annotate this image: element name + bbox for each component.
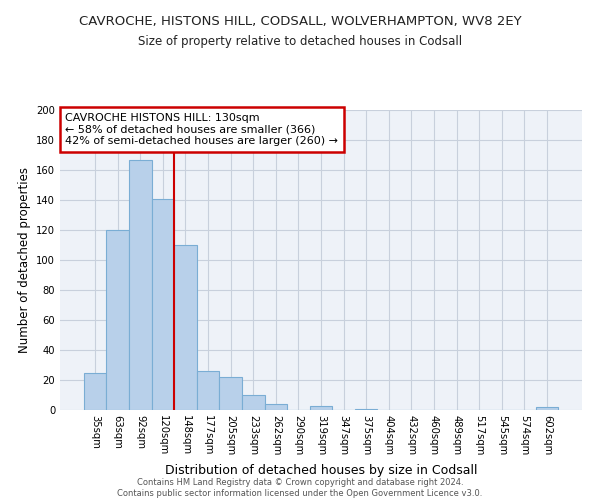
Bar: [106, 230, 129, 410]
Bar: [84, 372, 106, 410]
Bar: [197, 371, 220, 410]
Text: CAVROCHE HISTONS HILL: 130sqm
← 58% of detached houses are smaller (366)
42% of : CAVROCHE HISTONS HILL: 130sqm ← 58% of d…: [65, 113, 338, 146]
Bar: [310, 406, 332, 410]
Bar: [220, 377, 242, 410]
Text: CAVROCHE, HISTONS HILL, CODSALL, WOLVERHAMPTON, WV8 2EY: CAVROCHE, HISTONS HILL, CODSALL, WOLVERH…: [79, 15, 521, 28]
Bar: [355, 408, 377, 410]
X-axis label: Distribution of detached houses by size in Codsall: Distribution of detached houses by size …: [165, 464, 477, 476]
Text: Contains HM Land Registry data © Crown copyright and database right 2024.
Contai: Contains HM Land Registry data © Crown c…: [118, 478, 482, 498]
Bar: [129, 160, 152, 410]
Text: Size of property relative to detached houses in Codsall: Size of property relative to detached ho…: [138, 35, 462, 48]
Bar: [152, 198, 174, 410]
Bar: [242, 395, 265, 410]
Y-axis label: Number of detached properties: Number of detached properties: [17, 167, 31, 353]
Bar: [174, 245, 197, 410]
Bar: [536, 407, 558, 410]
Bar: [265, 404, 287, 410]
